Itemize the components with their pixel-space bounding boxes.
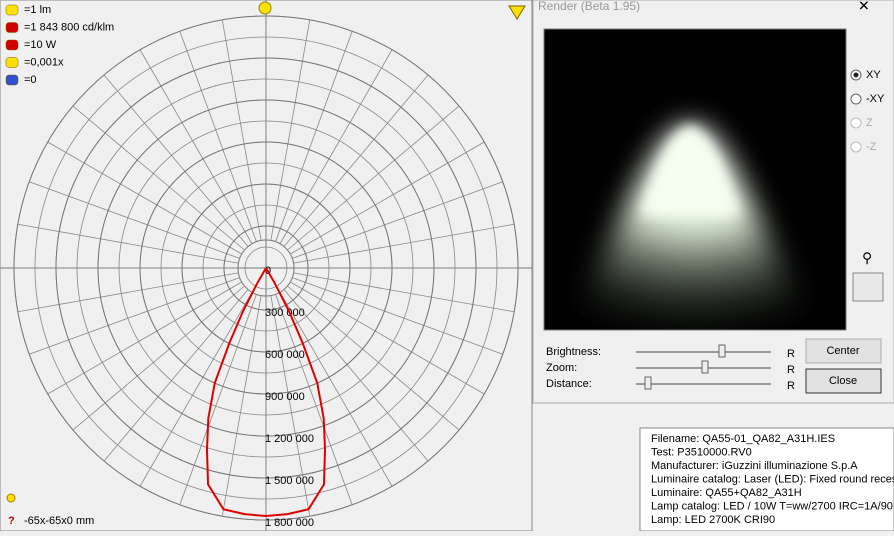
slider-label: Zoom: bbox=[546, 362, 577, 374]
legend-icon bbox=[5, 4, 19, 16]
spoke bbox=[179, 294, 257, 505]
ring bbox=[55, 57, 477, 479]
ring-label: 1 200 000 bbox=[265, 433, 314, 445]
legend-text: =1 lm bbox=[24, 4, 51, 16]
help-icon[interactable]: ? bbox=[8, 515, 15, 527]
radio[interactable] bbox=[850, 93, 862, 105]
lamp-tool[interactable] bbox=[852, 272, 884, 302]
ring bbox=[181, 183, 351, 353]
intensity-curve bbox=[205, 267, 327, 517]
radio-label: -XY bbox=[866, 93, 885, 105]
dimensions: -65x-65x0 mm bbox=[24, 515, 94, 527]
spoke bbox=[283, 289, 429, 462]
spoke bbox=[290, 281, 485, 395]
spoke bbox=[293, 272, 515, 313]
render-glow bbox=[566, 124, 822, 330]
slider-reset: R bbox=[787, 380, 795, 392]
spoke bbox=[29, 181, 240, 259]
info-line: Filename: QA55-01_QA82_A31H.IES bbox=[651, 433, 835, 445]
slider-thumb[interactable] bbox=[718, 344, 726, 358]
ring bbox=[13, 15, 519, 521]
spoke bbox=[221, 295, 262, 517]
spoke bbox=[283, 74, 429, 247]
spoke bbox=[287, 285, 460, 431]
spoke bbox=[287, 105, 460, 251]
button[interactable] bbox=[805, 368, 882, 394]
info-panel bbox=[639, 427, 894, 532]
menu-icon[interactable] bbox=[508, 5, 526, 20]
spoke bbox=[72, 285, 245, 431]
spoke bbox=[292, 181, 503, 259]
dropper-tool[interactable]: ⚲ bbox=[862, 250, 872, 266]
ring-label: 1 800 000 bbox=[265, 517, 314, 529]
spoke bbox=[17, 223, 239, 264]
button[interactable] bbox=[805, 338, 882, 364]
radio-label: XY bbox=[866, 69, 881, 81]
legend-text: =0 bbox=[24, 74, 37, 86]
spoke bbox=[292, 277, 503, 355]
radio[interactable] bbox=[850, 141, 862, 153]
spoke bbox=[47, 141, 242, 255]
slider-label: Distance: bbox=[546, 378, 592, 390]
ring bbox=[139, 141, 393, 395]
spoke bbox=[221, 19, 262, 241]
minor-ring bbox=[244, 246, 288, 290]
info-line: Manufacturer: iGuzzini illuminazione S.p… bbox=[651, 460, 858, 472]
ring-label: 1 500 000 bbox=[265, 475, 314, 487]
spoke bbox=[17, 272, 239, 313]
spoke bbox=[179, 31, 257, 242]
radio-dot bbox=[853, 72, 859, 78]
info-line: Test: P3510000.RV0 bbox=[651, 446, 752, 458]
legend-icon bbox=[5, 57, 19, 68]
spoke bbox=[270, 19, 311, 241]
radio-label: Z bbox=[866, 117, 873, 129]
info-line: Luminaire: QA55+QA82_A31H bbox=[651, 487, 802, 499]
bulb-icon bbox=[6, 493, 16, 503]
ring-label: 300 000 bbox=[265, 307, 305, 319]
info-line: Luminaire catalog: Laser (LED): Fixed ro… bbox=[651, 473, 894, 485]
spoke bbox=[293, 223, 515, 264]
legend-icon bbox=[5, 74, 19, 86]
slider-label: Brightness: bbox=[546, 346, 601, 358]
radio[interactable] bbox=[850, 117, 862, 129]
spoke bbox=[275, 31, 353, 242]
spoke bbox=[279, 292, 393, 487]
slider-thumb[interactable] bbox=[701, 360, 709, 374]
spoke bbox=[279, 49, 393, 244]
spoke bbox=[47, 281, 242, 395]
info-line: Lamp catalog: LED / 10W T=ww/2700 IRC=1A… bbox=[651, 500, 893, 512]
legend-text: =10 W bbox=[24, 39, 57, 51]
slider-thumb[interactable] bbox=[644, 376, 652, 390]
legend-icon bbox=[5, 22, 19, 33]
ring-label: 600 000 bbox=[265, 349, 305, 361]
ring bbox=[97, 99, 435, 437]
dialog-title: Render (Beta 1.95) bbox=[538, 0, 640, 13]
ring-label: 900 000 bbox=[265, 391, 305, 403]
slider-reset: R bbox=[787, 364, 795, 376]
spoke bbox=[103, 289, 249, 462]
legend-text: =0,001x bbox=[24, 56, 64, 68]
spoke bbox=[139, 49, 253, 244]
spoke bbox=[139, 292, 253, 487]
spoke bbox=[270, 295, 311, 517]
button-label[interactable]: Center bbox=[826, 345, 859, 357]
close-x[interactable]: ✕ bbox=[858, 0, 870, 14]
info-line: Lamp: LED 2700K CRI90 bbox=[651, 514, 775, 526]
button-label[interactable]: Close bbox=[829, 375, 857, 387]
top-icon[interactable] bbox=[258, 1, 272, 15]
spoke bbox=[275, 294, 353, 505]
ring bbox=[223, 225, 309, 311]
slider-reset: R bbox=[787, 348, 795, 360]
spoke bbox=[290, 141, 485, 255]
radio-label: -Z bbox=[866, 141, 877, 153]
spoke bbox=[29, 277, 240, 355]
legend-text: =1 843 800 cd/klm bbox=[24, 21, 114, 33]
spoke bbox=[103, 74, 249, 247]
legend-icon bbox=[5, 39, 19, 51]
spoke bbox=[72, 105, 245, 251]
